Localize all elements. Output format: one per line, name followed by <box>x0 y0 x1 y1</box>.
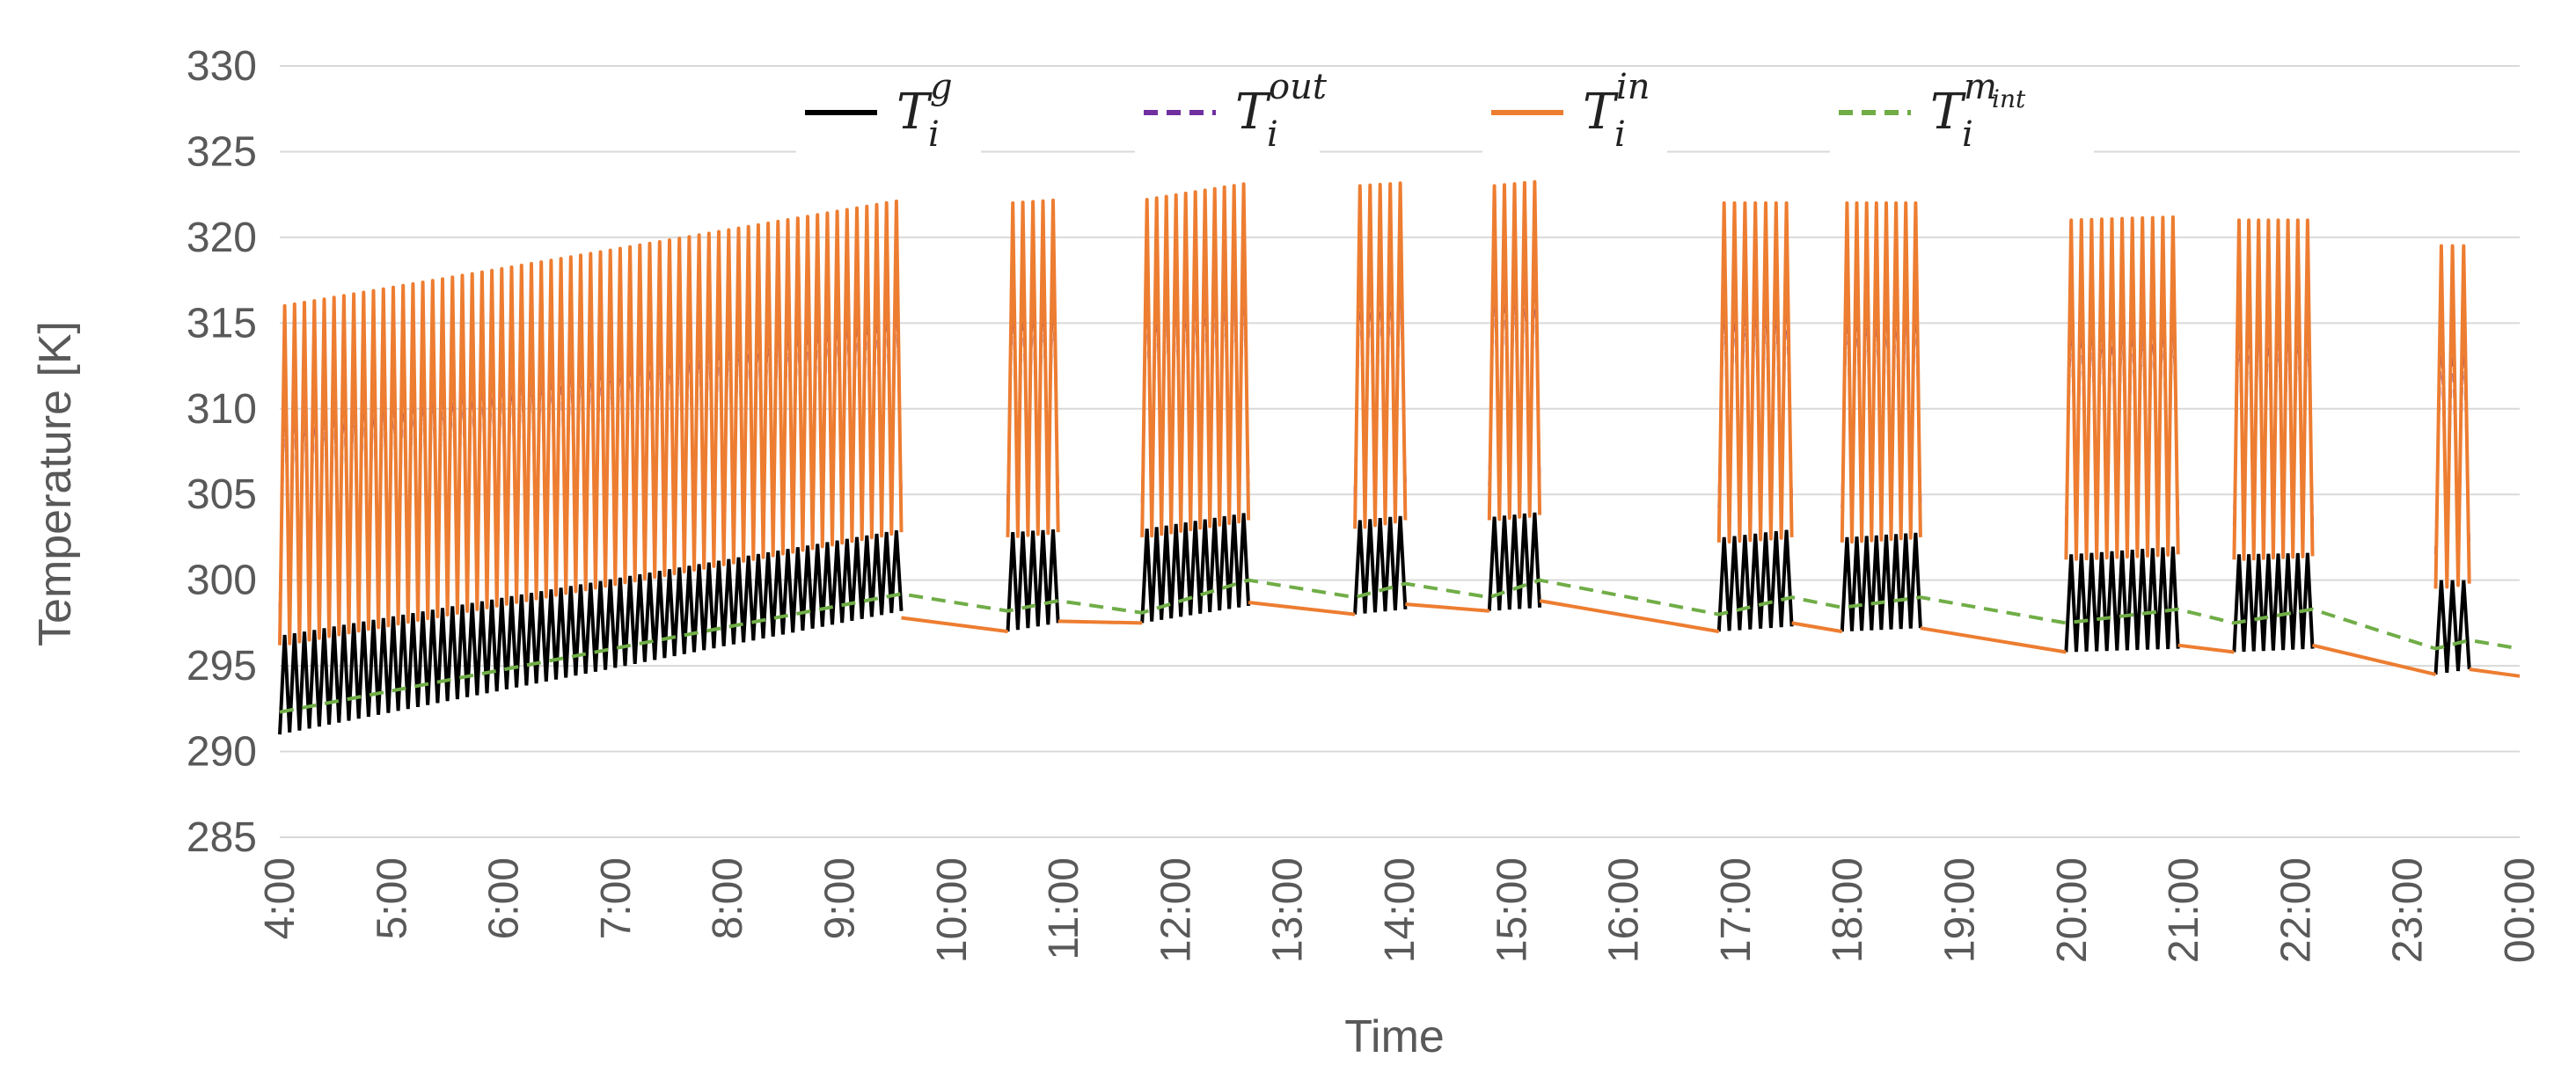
y-tick-labels: 285 290 295 300 305 310 315 320 325 330 <box>187 43 257 861</box>
legend-label: T <box>1235 84 1271 141</box>
x-tick-label: 17:00 <box>1713 857 1760 963</box>
x-tick-label: 11:00 <box>1041 857 1087 960</box>
x-tick-label: 22:00 <box>2272 857 2319 963</box>
legend-label-subscript: i <box>928 114 940 155</box>
x-tick-label: 21:00 <box>2161 857 2207 963</box>
x-tick-label: 6:00 <box>481 857 528 939</box>
y-tick-label: 290 <box>187 729 257 776</box>
x-tick-label: 8:00 <box>705 857 751 939</box>
y-tick-label: 285 <box>187 814 257 861</box>
legend-label-sub-superscript: int <box>1992 84 2026 113</box>
series-line-t-g <box>278 512 2471 735</box>
legend-background <box>1135 72 1320 153</box>
x-tick-label: 16:00 <box>1601 857 1648 963</box>
series-line-idle-decay <box>901 599 2521 678</box>
series-lines <box>278 179 2521 735</box>
legend-label-superscript: in <box>1616 67 1650 107</box>
x-tick-label: 9:00 <box>817 857 864 939</box>
legend-label-subscript: i <box>1267 114 1278 155</box>
legend-label-superscript: g <box>930 67 953 107</box>
x-tick-label: 4:00 <box>257 857 304 939</box>
legend-label: T <box>1930 84 1966 141</box>
x-tick-labels: 4:00 5:00 6:00 7:00 8:00 9:00 10:00 11:00 12:00 1… <box>257 857 2543 963</box>
y-tick-label: 300 <box>187 558 257 604</box>
x-tick-label: 13:00 <box>1265 857 1312 963</box>
legend-label: T <box>896 84 933 141</box>
legend-label: T <box>1583 84 1619 141</box>
x-tick-label: 18:00 <box>1825 857 1871 963</box>
x-tick-label: 20:00 <box>2049 857 2096 963</box>
series-line-t-m-int <box>279 578 2521 714</box>
legend-label-subscript: i <box>1962 114 1973 155</box>
y-tick-label: 315 <box>187 300 257 347</box>
x-tick-label: 15:00 <box>1489 857 1535 963</box>
x-tick-label: 7:00 <box>593 857 640 939</box>
x-axis-title: Time <box>1344 1011 1445 1062</box>
x-tick-label: 14:00 <box>1377 857 1423 963</box>
x-tick-label: 23:00 <box>2385 857 2432 963</box>
y-tick-label: 330 <box>187 43 257 90</box>
y-tick-label: 325 <box>187 128 257 175</box>
x-tick-label: 5:00 <box>369 857 415 939</box>
x-tick-label: 19:00 <box>1937 857 1984 963</box>
y-axis-title: Temperature [K] <box>30 321 81 646</box>
x-tick-label: 10:00 <box>929 857 976 963</box>
y-tick-label: 305 <box>187 471 257 518</box>
legend-label-superscript: m <box>1964 67 1997 107</box>
x-tick-label: 12:00 <box>1153 857 1199 963</box>
y-tick-label: 310 <box>187 386 257 433</box>
legend-label-superscript: out <box>1269 67 1328 107</box>
y-tick-label: 295 <box>187 643 257 689</box>
y-tick-label: 320 <box>187 215 257 261</box>
legend-label-subscript: i <box>1614 114 1626 155</box>
x-tick-label: 00:00 <box>2497 857 2543 963</box>
series-line-t-in <box>278 179 2471 646</box>
